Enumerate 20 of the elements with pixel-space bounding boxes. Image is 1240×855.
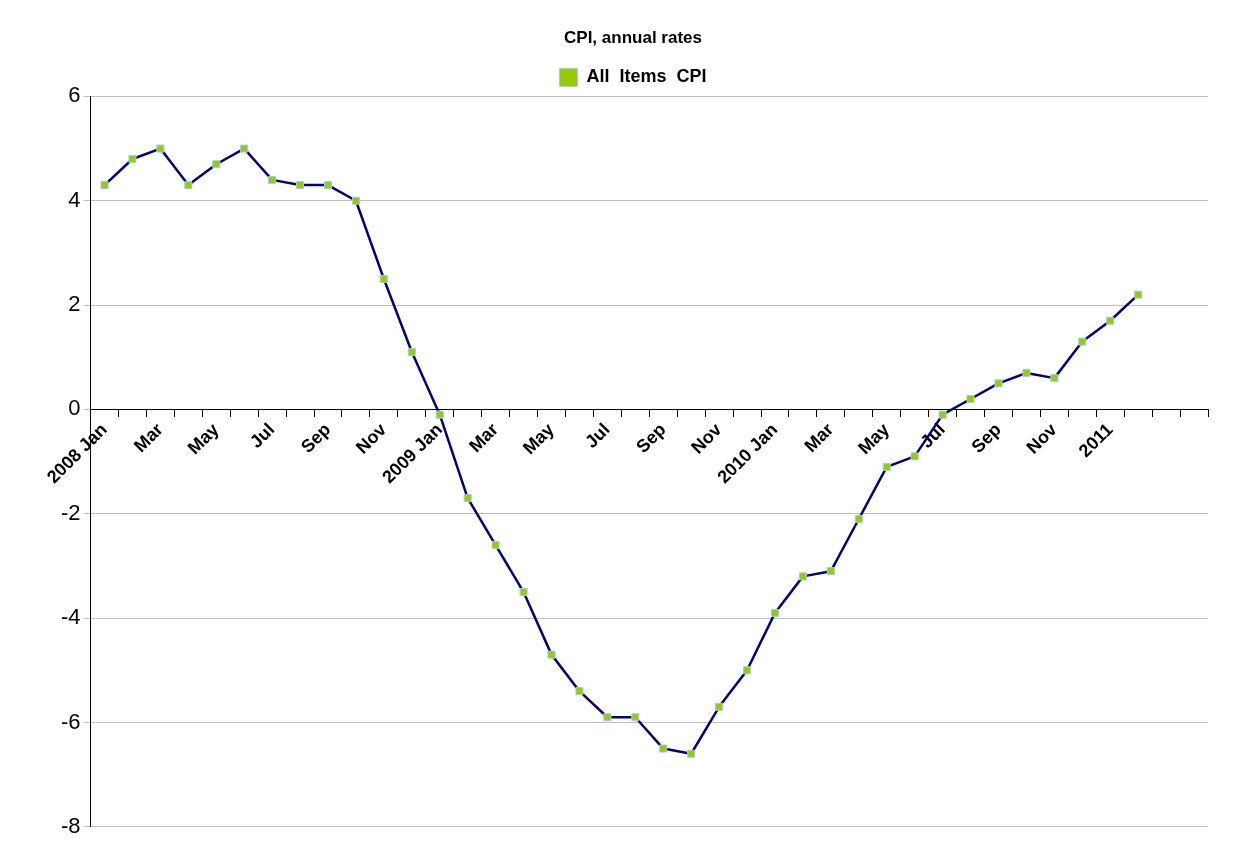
y-tick-label: -4 (61, 604, 81, 630)
y-tick-label: -6 (61, 708, 81, 734)
y-tick-label: 2 (68, 291, 81, 317)
x-tick-label: Sep (296, 419, 335, 457)
x-tick-label: Sep (967, 419, 1005, 457)
x-tick-label: Nov (687, 419, 726, 458)
x-tick-label: Mar (129, 419, 167, 457)
y-tick-label: -8 (61, 812, 81, 838)
y-tick-label: 4 (68, 186, 81, 212)
x-tick-label: Sep (632, 419, 670, 457)
y-tick-label: -2 (61, 499, 81, 525)
x-tick-label: Jul (581, 419, 614, 452)
y-tick-label: 6 (68, 82, 81, 108)
legend-label: All Items CPI (586, 66, 707, 87)
x-tick-label: Jul (245, 419, 279, 452)
x-tick-label: Mar (800, 419, 838, 457)
chart-title: CPI, annual rates (564, 27, 702, 47)
y-tick-label: 0 (68, 395, 81, 421)
x-tick-label: Mar (465, 419, 502, 457)
x-tick-label: Nov (1022, 419, 1061, 458)
